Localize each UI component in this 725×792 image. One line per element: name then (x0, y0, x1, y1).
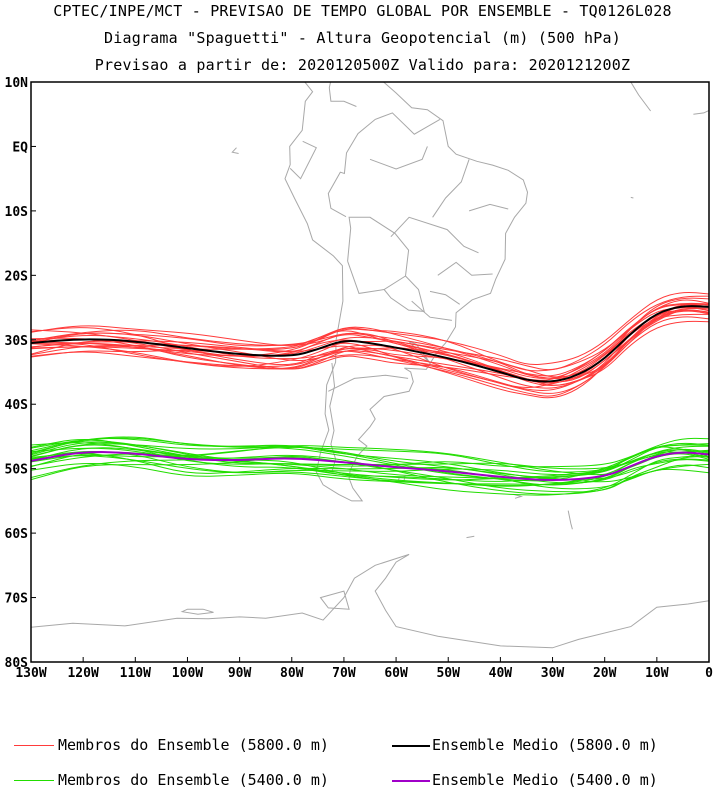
brazil-state-line-2 (432, 159, 470, 218)
legend-label-members-5800: Membros do Ensemble (5800.0 m) (58, 736, 329, 754)
member-5800-line (31, 297, 709, 389)
mean-5800-line (31, 305, 709, 383)
coastline-map (31, 56, 709, 649)
plot-frame (30, 81, 710, 663)
member-5400-line (31, 445, 709, 486)
header-line-3: Previsao a partir de: 2020120500Z Valido… (94, 56, 631, 74)
lon-tick-label: 90W (228, 666, 252, 681)
lat-tick-label: 70S (5, 592, 29, 607)
header-line-2: Diagrama "Spaguetti" - Altura Geopotenci… (104, 29, 621, 47)
border-bolivia (347, 216, 410, 294)
border-peru-ecuador (289, 140, 317, 180)
lat-tick-label: 20S (5, 269, 29, 284)
member-5800-line (31, 291, 709, 366)
lon-tick-label: 110W (120, 666, 151, 681)
lat-tick-label: 40S (5, 398, 29, 413)
header-line-1: CPTEC/INPE/MCT - PREVISAO DE TEMPO GLOBA… (53, 2, 672, 20)
border-brazil-north (327, 112, 441, 218)
brazil-state-line-1 (390, 216, 479, 254)
legend-label-mean-5800: Ensemble Medio (5800.0 m) (432, 736, 658, 754)
lon-tick-label: 0 (705, 666, 713, 681)
legend-label-members-5400: Membros do Ensemble (5400.0 m) (58, 771, 329, 789)
antarctica-coast (31, 553, 709, 649)
legend-swatch-members-5800 (14, 745, 54, 746)
member-5800-line (31, 313, 709, 387)
member-5800-line (31, 310, 709, 383)
lat-tick-label: EQ (12, 140, 28, 155)
member-5400-line (31, 444, 709, 493)
ensemble-means (31, 305, 709, 481)
lon-tick-label: 30W (541, 666, 565, 681)
lon-tick-label: 50W (436, 666, 460, 681)
legend-swatch-members-5400 (14, 780, 54, 781)
mean-5400-line (31, 451, 709, 481)
member-5400-line (31, 440, 709, 479)
lon-tick-label: 80W (280, 666, 304, 681)
member-5800-line (31, 295, 709, 371)
argentina-province-line (328, 374, 409, 392)
member-5800-line (31, 309, 709, 380)
south-sandwich (567, 510, 573, 530)
lat-tick-label: 30S (5, 334, 29, 349)
lon-tick-label: 60W (384, 666, 408, 681)
lat-tick-label: 60S (5, 527, 29, 542)
legend-swatch-mean-5400 (392, 780, 430, 782)
member-5800-line (31, 304, 709, 391)
south-georgia (513, 493, 524, 499)
border-colombia-venezuela (328, 82, 357, 107)
thurston-island (180, 608, 214, 615)
lon-tick-label: 10W (645, 666, 669, 681)
lat-tick-label: 50S (5, 463, 29, 478)
border-paraguay (383, 275, 425, 312)
lat-tick-label: 10N (5, 76, 29, 91)
west-africa-coast (630, 82, 652, 112)
lon-tick-label: 70W (332, 666, 356, 681)
member-5400-line (31, 443, 709, 482)
brazil-state-line-5 (411, 300, 452, 321)
member-5400-line (31, 437, 709, 484)
lat-tick-label: 10S (5, 205, 29, 220)
ascension-island (630, 196, 634, 199)
brazil-state-line-3 (437, 261, 493, 276)
member-5800-line (31, 306, 709, 383)
border-chile-argentina (329, 362, 337, 473)
brazil-state-line-7 (369, 146, 428, 170)
lon-tick-label: 100W (172, 666, 203, 681)
lon-tick-label: 130W (15, 666, 46, 681)
brazil-state-line-6 (468, 203, 509, 212)
lon-tick-label: 40W (489, 666, 513, 681)
lon-tick-label: 20W (593, 666, 617, 681)
gulf-guinea-coast (693, 109, 709, 115)
lon-tick-label: 120W (67, 666, 98, 681)
brazil-state-line-4 (429, 290, 460, 305)
galapagos-islands (231, 147, 239, 154)
lat-tick-label: 80S (5, 656, 29, 671)
caribbean-coast (388, 56, 396, 79)
legend-label-mean-5400: Ensemble Medio (5400.0 m) (432, 771, 658, 789)
legend-swatch-mean-5800 (392, 745, 430, 747)
alexander-island (319, 590, 350, 610)
member-5800-line (31, 309, 709, 379)
south-america-coast (284, 82, 529, 502)
member-5800-line (31, 307, 709, 397)
south-orkney (466, 535, 475, 539)
